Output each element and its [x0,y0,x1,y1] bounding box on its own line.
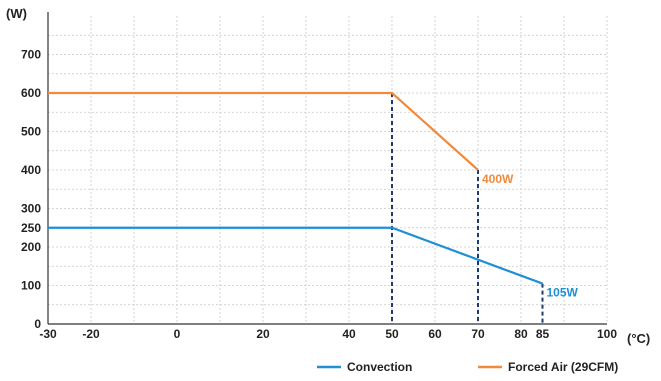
data-label: 400W [482,172,514,186]
y-tick-label: 250 [21,221,41,235]
x-tick-label: 100 [597,327,617,341]
x-tick-label: 50 [385,327,399,341]
y-tick-label: 0 [34,317,41,331]
y-axis-unit: (W) [6,6,27,21]
series-lines [48,91,543,285]
axes [47,12,607,325]
x-tick-label: 20 [256,327,270,341]
series-line [48,226,543,285]
data-labels: 400W 105W [482,172,579,300]
x-axis-unit: (°C) [627,331,650,346]
y-tick-label: 600 [21,86,41,100]
y-tick-label: 700 [21,48,41,62]
x-tick-label: -30 [39,327,57,341]
x-tick-label: 70 [471,327,485,341]
y-tick-label: 400 [21,163,41,177]
legend-label: Convection [347,360,412,374]
y-tick-label: 200 [21,240,41,254]
tick-labels: -30 -20 0 20 40 50 60 70 80 85 100 0 100 200 250 300 400… [21,48,617,342]
legend: Convection Forced Air (29CFM) [317,360,618,374]
series-line [48,91,479,171]
x-tick-label: -20 [82,327,100,341]
y-tick-label: 100 [21,279,41,293]
reference-lines [391,93,544,324]
data-label: 105W [547,286,579,300]
x-tick-label: 60 [428,327,442,341]
x-tick-label: 40 [342,327,356,341]
grid [48,16,608,324]
y-tick-label: 300 [21,202,41,216]
x-tick-label: 0 [174,327,181,341]
y-tick-label: 500 [21,125,41,139]
x-tick-label: 85 [536,327,550,341]
x-tick-label: 80 [514,327,528,341]
legend-label: Forced Air (29CFM) [508,360,618,374]
